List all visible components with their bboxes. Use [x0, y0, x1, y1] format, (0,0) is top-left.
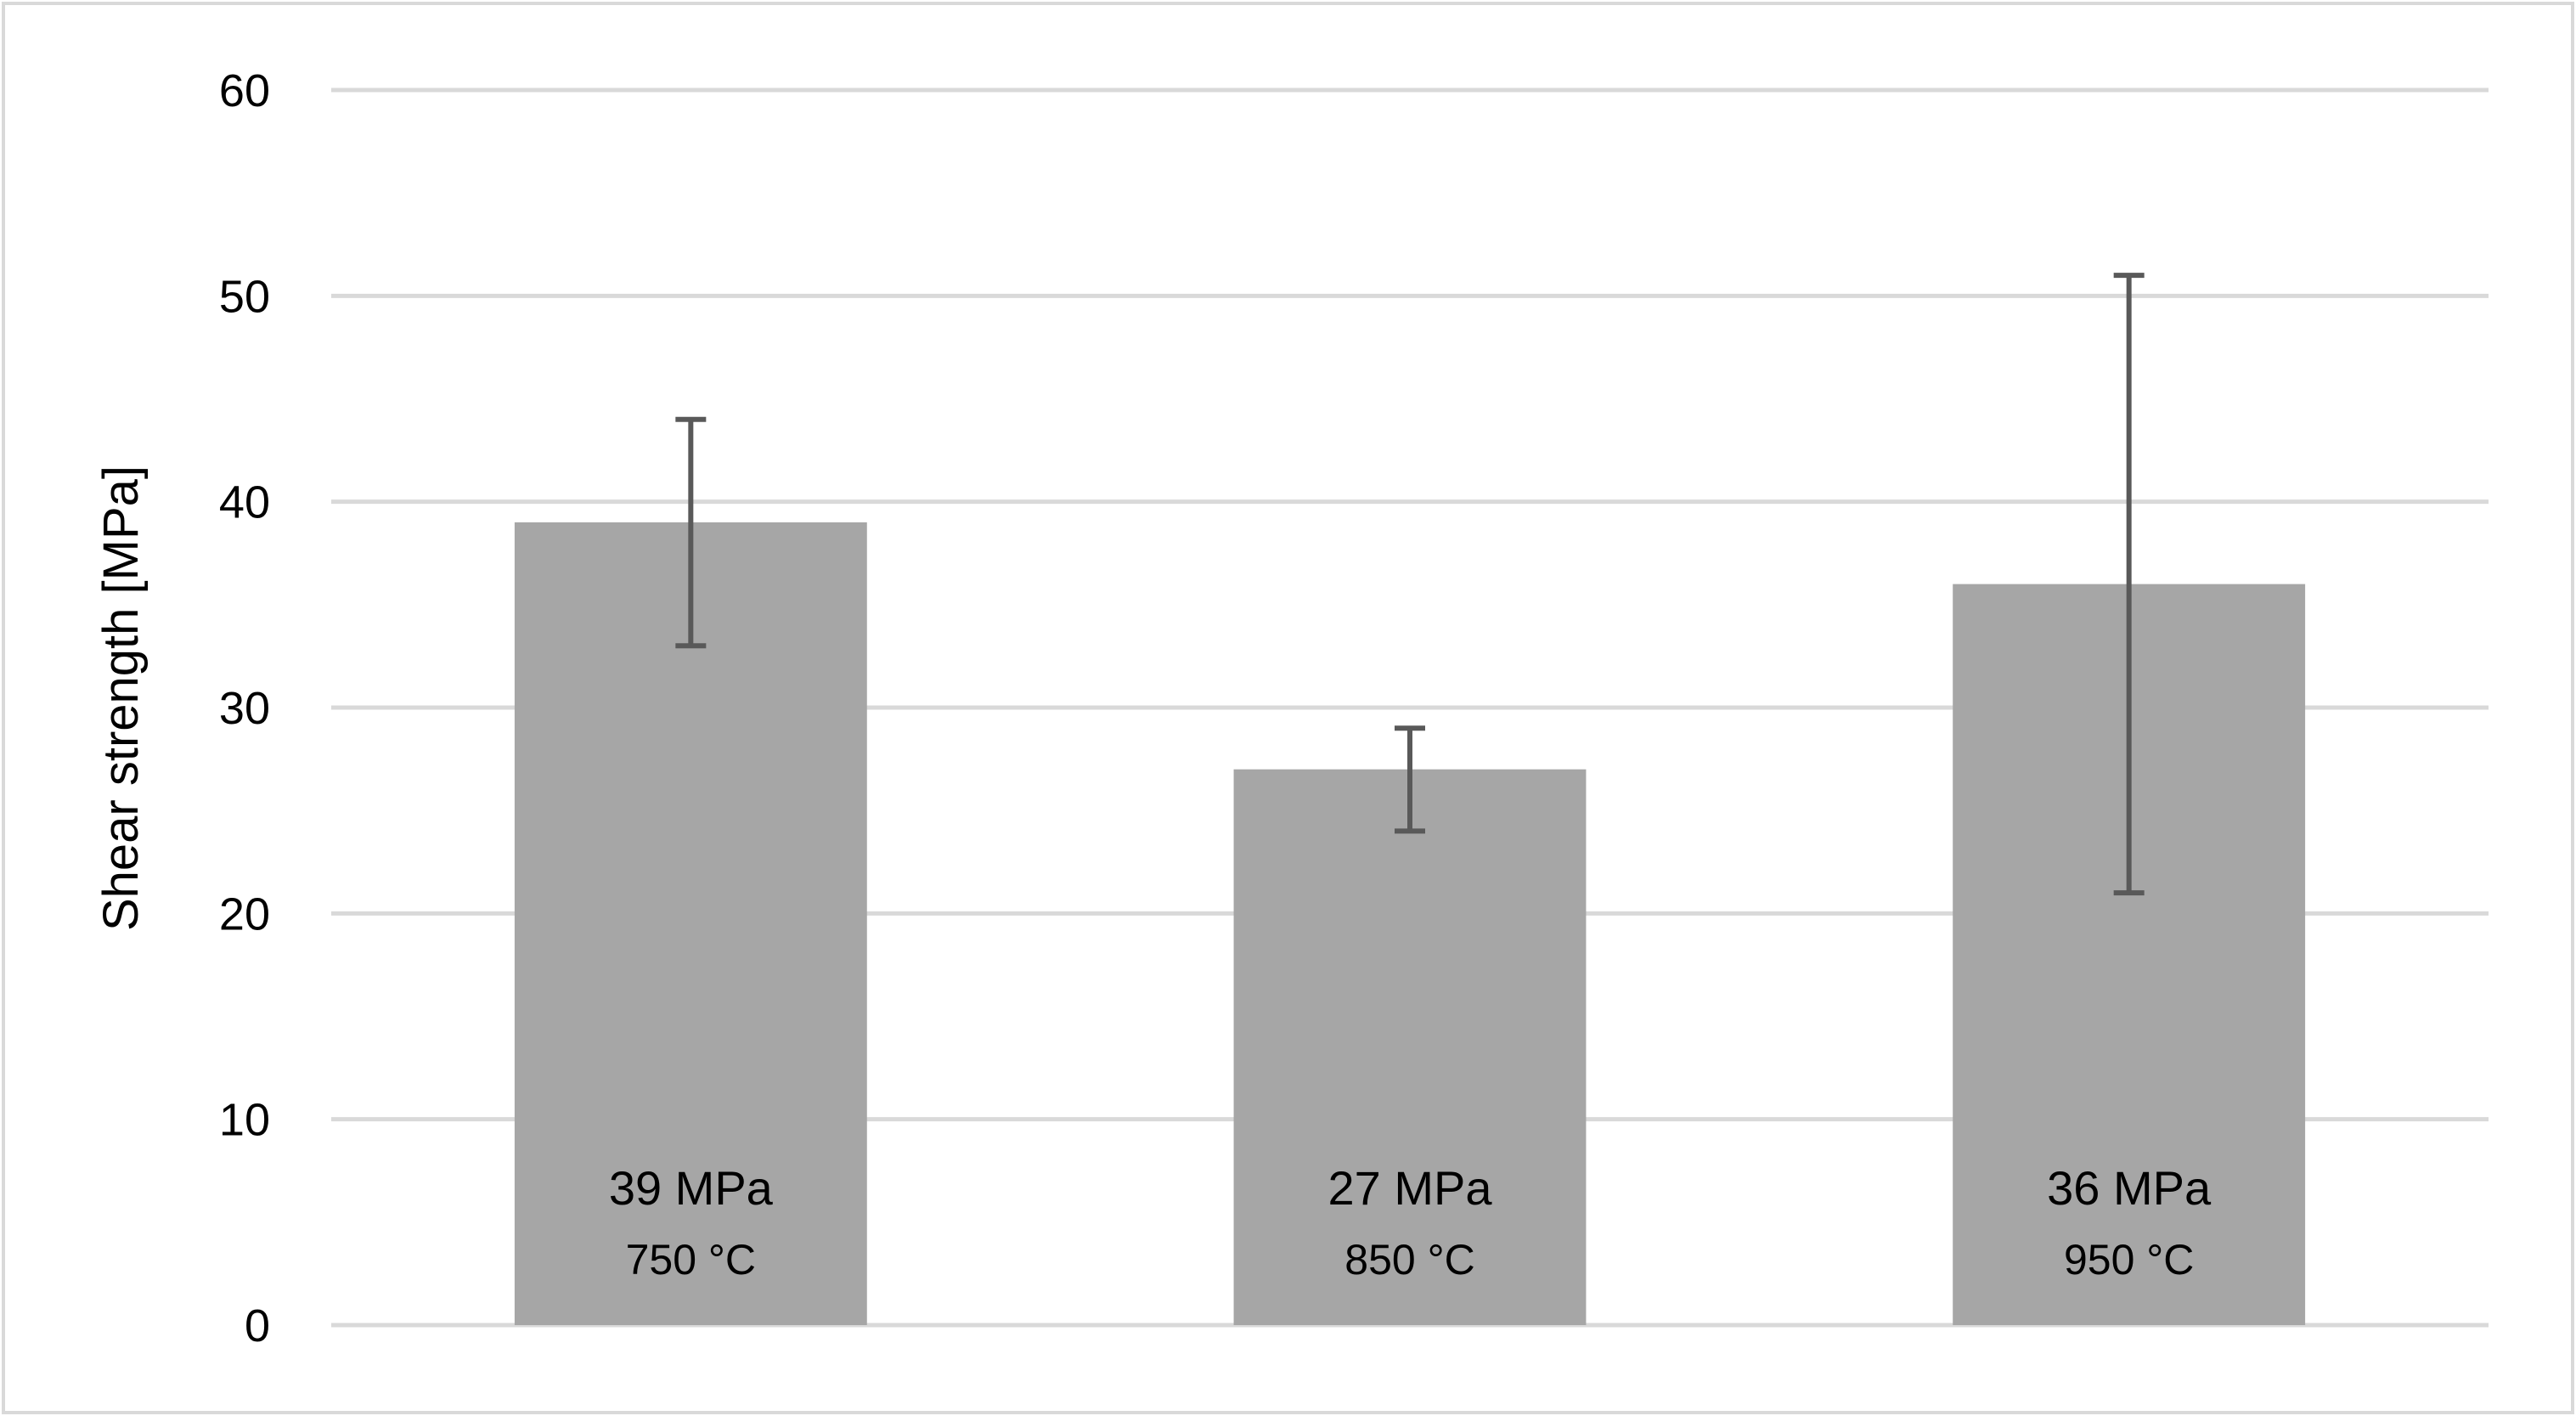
error-bars	[675, 273, 2145, 896]
y-tick-label: 0	[245, 1300, 270, 1351]
bar-value-label: 39 MPa	[609, 1161, 774, 1215]
bar-value-label: 36 MPa	[2047, 1161, 2212, 1215]
bars	[514, 522, 2306, 1325]
y-tick-label: 20	[219, 889, 270, 939]
bar-value-label: 27 MPa	[1328, 1161, 1493, 1215]
bar-labels: 39 MPa 750 °C 27 MPa 850 °C 36 MPa 950 °C	[609, 1161, 2212, 1283]
y-tick-label: 40	[219, 477, 270, 528]
bar-category-label: 750 °C	[626, 1236, 756, 1283]
bar-category-label: 950 °C	[2064, 1236, 2194, 1283]
bar	[514, 522, 867, 1325]
y-tick-label: 10	[219, 1095, 270, 1146]
y-tick-label: 30	[219, 683, 270, 734]
y-tick-label: 60	[219, 65, 270, 116]
y-axis-title: Shear strength [MPa]	[93, 465, 149, 931]
y-axis-ticks: 0 10 20 30 40 50 60	[219, 65, 270, 1351]
y-tick-label: 50	[219, 271, 270, 322]
bar-category-label: 850 °C	[1344, 1236, 1474, 1283]
bar	[1233, 769, 1587, 1325]
